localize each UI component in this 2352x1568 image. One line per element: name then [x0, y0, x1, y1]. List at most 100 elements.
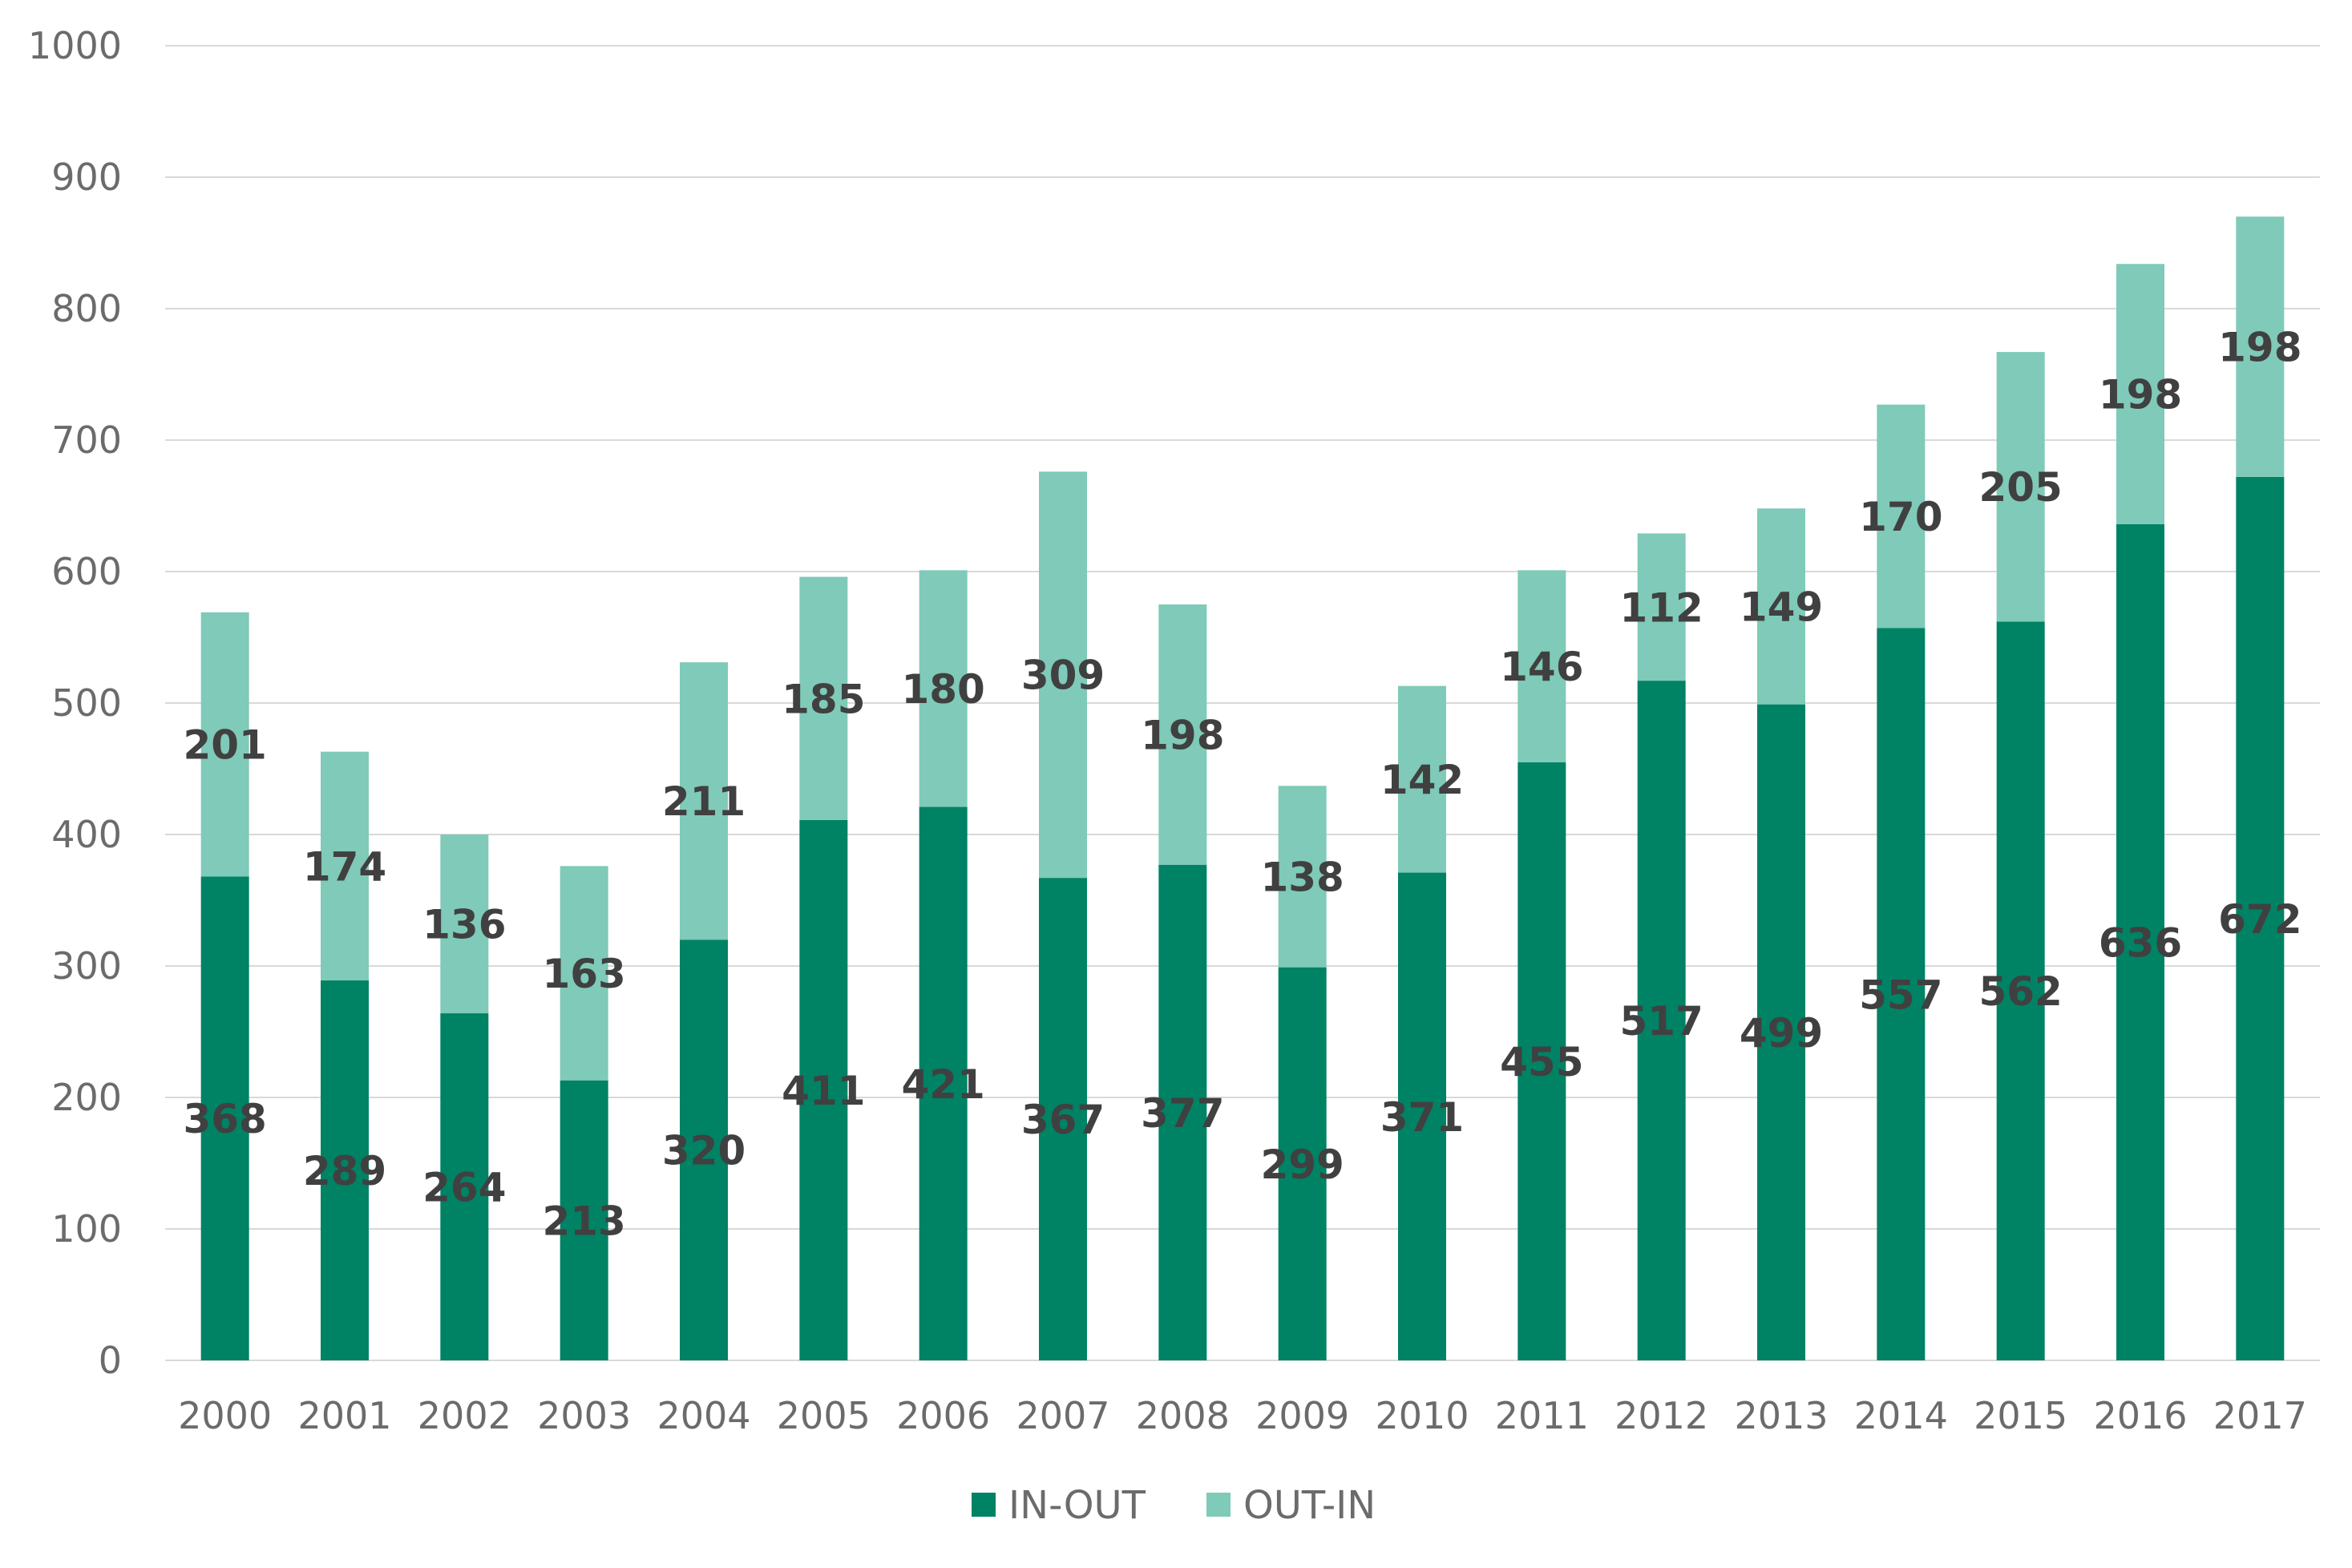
- data-label: 138: [1260, 854, 1344, 900]
- data-label: 368: [183, 1096, 266, 1142]
- data-label: 198: [1141, 712, 1224, 758]
- x-tick-label: 2012: [1614, 1394, 1708, 1437]
- data-label: 672: [2218, 896, 2301, 943]
- bar-in-out: [1398, 872, 1446, 1360]
- x-tick-label: 2010: [1375, 1394, 1469, 1437]
- bar-out-in: [1039, 471, 1087, 879]
- legend: IN-OUT OUT-IN: [972, 1483, 1376, 1528]
- data-label: 201: [183, 722, 266, 769]
- data-label: 411: [782, 1068, 865, 1114]
- bar-in-out: [1637, 681, 1686, 1360]
- data-label: 289: [303, 1148, 386, 1194]
- bar-out-in: [680, 662, 728, 940]
- bar-out-in: [1877, 404, 1926, 628]
- x-tick-label: 2009: [1255, 1394, 1349, 1437]
- bar-in-out: [1757, 704, 1805, 1360]
- data-label: 517: [1619, 998, 1703, 1045]
- x-tick-label: 2003: [537, 1394, 631, 1437]
- x-tick-label: 2001: [297, 1394, 391, 1437]
- bar-in-out: [799, 819, 848, 1360]
- data-label: 142: [1380, 757, 1464, 803]
- data-labels: 368 201 289 174 264 136 213 163 320 211 411 185 421 1…: [183, 325, 2301, 1245]
- bar-in-out: [2116, 523, 2164, 1361]
- bar-out-in: [1996, 352, 2045, 622]
- data-label: 455: [1500, 1039, 1583, 1085]
- data-label: 205: [1978, 464, 2062, 511]
- data-label: 557: [1859, 972, 1942, 1018]
- legend-label: IN-OUT: [1008, 1483, 1146, 1528]
- data-label: 198: [2218, 325, 2301, 371]
- data-label: 112: [1619, 584, 1703, 631]
- data-label: 367: [1021, 1097, 1105, 1143]
- bar-in-out: [1158, 864, 1207, 1360]
- x-tick-label: 2002: [418, 1394, 511, 1437]
- y-tick-label: 1000: [28, 24, 122, 67]
- x-tick-label: 2011: [1495, 1394, 1589, 1437]
- x-tick-label: 2015: [1974, 1394, 2067, 1437]
- bar-in-out: [200, 876, 249, 1360]
- bar-in-out: [919, 806, 968, 1360]
- bar-in-out: [1517, 762, 1566, 1360]
- bar-out-in: [1637, 533, 1686, 681]
- bar-out-in: [1398, 685, 1446, 873]
- bar-out-in: [440, 835, 489, 1014]
- bar-in-out: [321, 980, 369, 1360]
- y-tick-label: 200: [51, 1076, 122, 1119]
- bar-out-in: [1278, 786, 1327, 968]
- x-tick-label: 2013: [1734, 1394, 1828, 1437]
- data-label: 421: [901, 1061, 984, 1108]
- legend-swatch: [1206, 1493, 1231, 1517]
- y-tick-label: 500: [51, 681, 122, 725]
- bar-out-in: [200, 612, 249, 877]
- x-tick-label: 2007: [1016, 1394, 1109, 1437]
- data-label: 163: [542, 951, 625, 997]
- data-label: 309: [1021, 653, 1105, 699]
- bars: [200, 216, 2285, 1361]
- bar-in-out: [440, 1013, 489, 1360]
- data-label: 377: [1141, 1090, 1224, 1137]
- x-tick-label: 2016: [2093, 1394, 2187, 1437]
- bar-in-out: [1996, 621, 2045, 1360]
- y-tick-label: 0: [99, 1339, 122, 1382]
- x-tick-label: 2008: [1136, 1394, 1230, 1437]
- data-label: 174: [303, 843, 386, 890]
- x-tick-label: 2004: [657, 1394, 750, 1437]
- x-axis: 2000 2001 2002 2003 2004 2005 2006 2007 2008 2009…: [178, 1394, 2307, 1437]
- data-label: 136: [422, 902, 506, 948]
- y-tick-label: 300: [51, 944, 122, 988]
- bar-in-out: [680, 940, 728, 1360]
- y-tick-label: 800: [51, 287, 122, 330]
- bar-out-in: [321, 751, 369, 981]
- data-label: 213: [542, 1198, 625, 1244]
- bar-in-out: [1877, 628, 1926, 1360]
- data-label: 264: [422, 1165, 506, 1211]
- data-label: 636: [2099, 919, 2182, 966]
- data-label: 185: [782, 676, 865, 722]
- legend-swatch: [972, 1493, 996, 1517]
- data-label: 371: [1380, 1094, 1464, 1141]
- data-label: 146: [1500, 644, 1583, 690]
- y-tick-label: 400: [51, 813, 122, 856]
- x-tick-label: 2005: [777, 1394, 871, 1437]
- x-tick-label: 2000: [178, 1394, 272, 1437]
- data-label: 299: [1260, 1142, 1344, 1188]
- legend-label: OUT-IN: [1243, 1483, 1376, 1528]
- data-label: 198: [2099, 372, 2182, 418]
- bar-out-in: [2116, 264, 2164, 524]
- y-tick-label: 900: [51, 156, 122, 199]
- y-tick-label: 700: [51, 418, 122, 462]
- data-label: 211: [662, 778, 746, 825]
- bar-out-in: [919, 570, 968, 807]
- bar-out-in: [560, 866, 608, 1081]
- x-tick-label: 2006: [896, 1394, 990, 1437]
- x-tick-label: 2014: [1854, 1394, 1948, 1437]
- data-label: 320: [662, 1128, 746, 1174]
- gridlines: [165, 45, 2320, 1361]
- bar-out-in: [1757, 508, 1805, 705]
- bar-out-in: [1517, 570, 1566, 762]
- bar-in-out: [560, 1080, 608, 1360]
- data-label: 180: [901, 666, 984, 713]
- x-tick-label: 2017: [2213, 1394, 2307, 1437]
- bar-in-out: [1278, 967, 1327, 1360]
